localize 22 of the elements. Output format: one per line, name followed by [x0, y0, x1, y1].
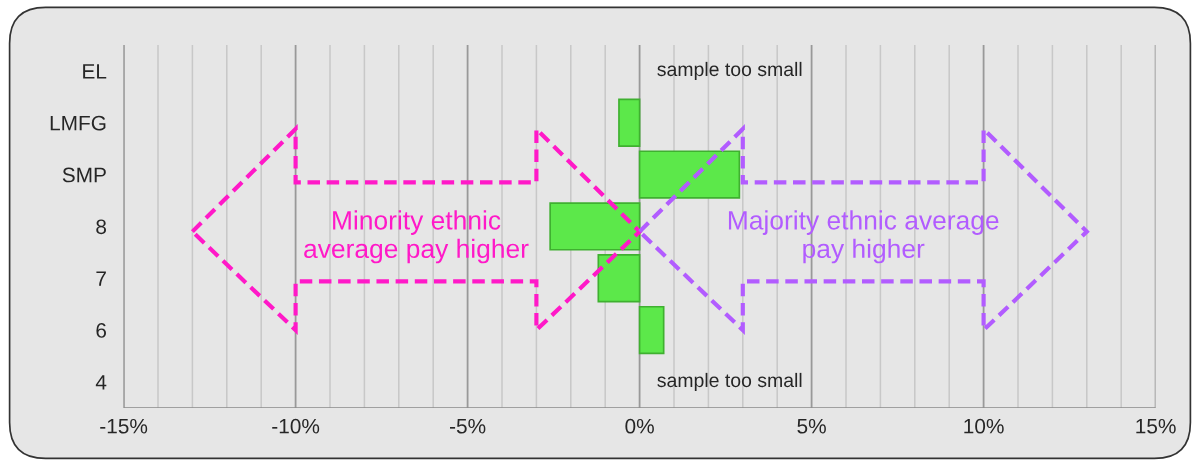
- bar: [597, 254, 641, 303]
- y-tick-label: EL: [83, 64, 107, 79]
- x-tick-label: 15%: [1136, 418, 1176, 434]
- annotation: sample too small: [657, 61, 802, 80]
- x-tick-label: -5%: [450, 418, 486, 434]
- x-tick-label: -15%: [100, 418, 148, 434]
- x-tick-label: 0%: [625, 418, 654, 434]
- bar: [549, 202, 641, 251]
- bar: [638, 150, 741, 199]
- y-tick-label: SMP: [62, 167, 106, 183]
- y-tick-label: 6: [96, 323, 107, 338]
- annotation: sample too small: [657, 372, 802, 391]
- x-tick-label: 10%: [964, 418, 1004, 434]
- bar: [618, 98, 641, 147]
- y-tick-label: 4: [95, 375, 107, 390]
- y-tick-label: 7: [96, 271, 106, 286]
- x-tick-label: 5%: [797, 418, 826, 434]
- y-tick-label: 8: [96, 219, 107, 235]
- annotation: Minority ethnic average pay higher: [304, 210, 529, 264]
- bar: [638, 305, 665, 355]
- y-tick-label: LMFG: [50, 115, 106, 131]
- x-tick-label: -10%: [272, 418, 320, 434]
